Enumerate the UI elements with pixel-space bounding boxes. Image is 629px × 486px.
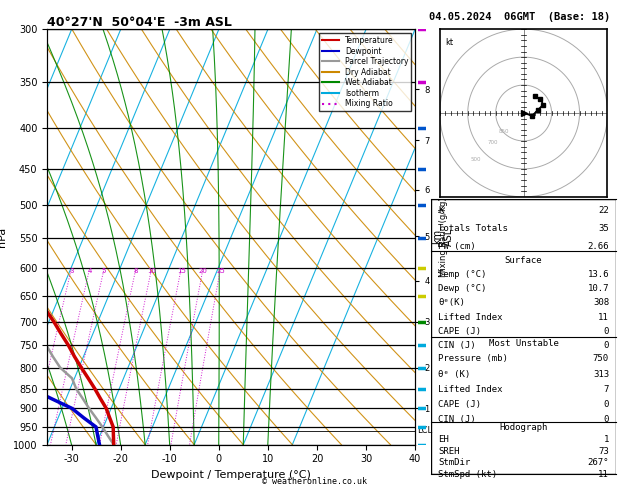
Text: 04.05.2024  06GMT  (Base: 18): 04.05.2024 06GMT (Base: 18)	[429, 12, 610, 22]
Text: EH: EH	[438, 435, 449, 444]
Text: 10.7: 10.7	[587, 284, 609, 293]
Text: Dewp (°C): Dewp (°C)	[438, 284, 487, 293]
Text: 13.6: 13.6	[587, 270, 609, 279]
Text: 750: 750	[593, 354, 609, 364]
Text: StmSpd (kt): StmSpd (kt)	[438, 470, 498, 479]
Text: LCL: LCL	[418, 426, 433, 435]
Text: 0: 0	[604, 399, 609, 409]
Text: 0: 0	[604, 327, 609, 336]
Text: 15: 15	[177, 268, 186, 275]
Text: CIN (J): CIN (J)	[438, 415, 476, 424]
Text: 5: 5	[102, 268, 106, 275]
X-axis label: Dewpoint / Temperature (°C): Dewpoint / Temperature (°C)	[151, 470, 311, 480]
Text: 4: 4	[87, 268, 92, 275]
Text: kt: kt	[445, 37, 454, 47]
Text: Hodograph: Hodograph	[499, 423, 548, 432]
Text: StmDir: StmDir	[438, 458, 470, 468]
Text: 40°27'N  50°04'E  -3m ASL: 40°27'N 50°04'E -3m ASL	[47, 16, 232, 29]
Text: 35: 35	[598, 224, 609, 233]
Text: θᵉ (K): θᵉ (K)	[438, 369, 470, 379]
Text: Lifted Index: Lifted Index	[438, 384, 503, 394]
Text: Surface: Surface	[505, 256, 542, 264]
Text: 3: 3	[69, 268, 74, 275]
Text: 11: 11	[598, 470, 609, 479]
Text: Temp (°C): Temp (°C)	[438, 270, 487, 279]
Text: 11: 11	[598, 312, 609, 322]
Text: 25: 25	[216, 268, 225, 275]
Text: 313: 313	[593, 369, 609, 379]
Text: 2.66: 2.66	[587, 242, 609, 251]
Text: SREH: SREH	[438, 447, 460, 456]
Text: 10: 10	[147, 268, 156, 275]
Text: Most Unstable: Most Unstable	[489, 339, 559, 348]
Text: © weatheronline.co.uk: © weatheronline.co.uk	[262, 477, 367, 486]
Text: Mixing Ratio (g/kg): Mixing Ratio (g/kg)	[439, 197, 448, 277]
Text: CIN (J): CIN (J)	[438, 341, 476, 350]
Text: 73: 73	[598, 447, 609, 456]
Text: 500: 500	[470, 156, 481, 161]
Y-axis label: km
ASL: km ASL	[432, 228, 454, 246]
Text: Totals Totals: Totals Totals	[438, 224, 508, 233]
Text: 267°: 267°	[587, 458, 609, 468]
Text: 700: 700	[487, 140, 498, 145]
Text: PW (cm): PW (cm)	[438, 242, 476, 251]
Text: 20: 20	[199, 268, 208, 275]
Text: 7: 7	[604, 384, 609, 394]
Text: 308: 308	[593, 298, 609, 307]
Legend: Temperature, Dewpoint, Parcel Trajectory, Dry Adiabat, Wet Adiabat, Isotherm, Mi: Temperature, Dewpoint, Parcel Trajectory…	[319, 33, 411, 111]
Text: Lifted Index: Lifted Index	[438, 312, 503, 322]
Text: 1: 1	[604, 435, 609, 444]
Text: K: K	[438, 206, 443, 215]
Text: CAPE (J): CAPE (J)	[438, 327, 481, 336]
Text: CAPE (J): CAPE (J)	[438, 399, 481, 409]
Text: 0: 0	[604, 415, 609, 424]
Text: 0: 0	[604, 341, 609, 350]
Text: θᵉ(K): θᵉ(K)	[438, 298, 465, 307]
Text: 8: 8	[134, 268, 138, 275]
Text: 850: 850	[499, 129, 509, 134]
Y-axis label: hPa: hPa	[0, 227, 8, 247]
Text: Pressure (mb): Pressure (mb)	[438, 354, 508, 364]
Text: 22: 22	[598, 206, 609, 215]
